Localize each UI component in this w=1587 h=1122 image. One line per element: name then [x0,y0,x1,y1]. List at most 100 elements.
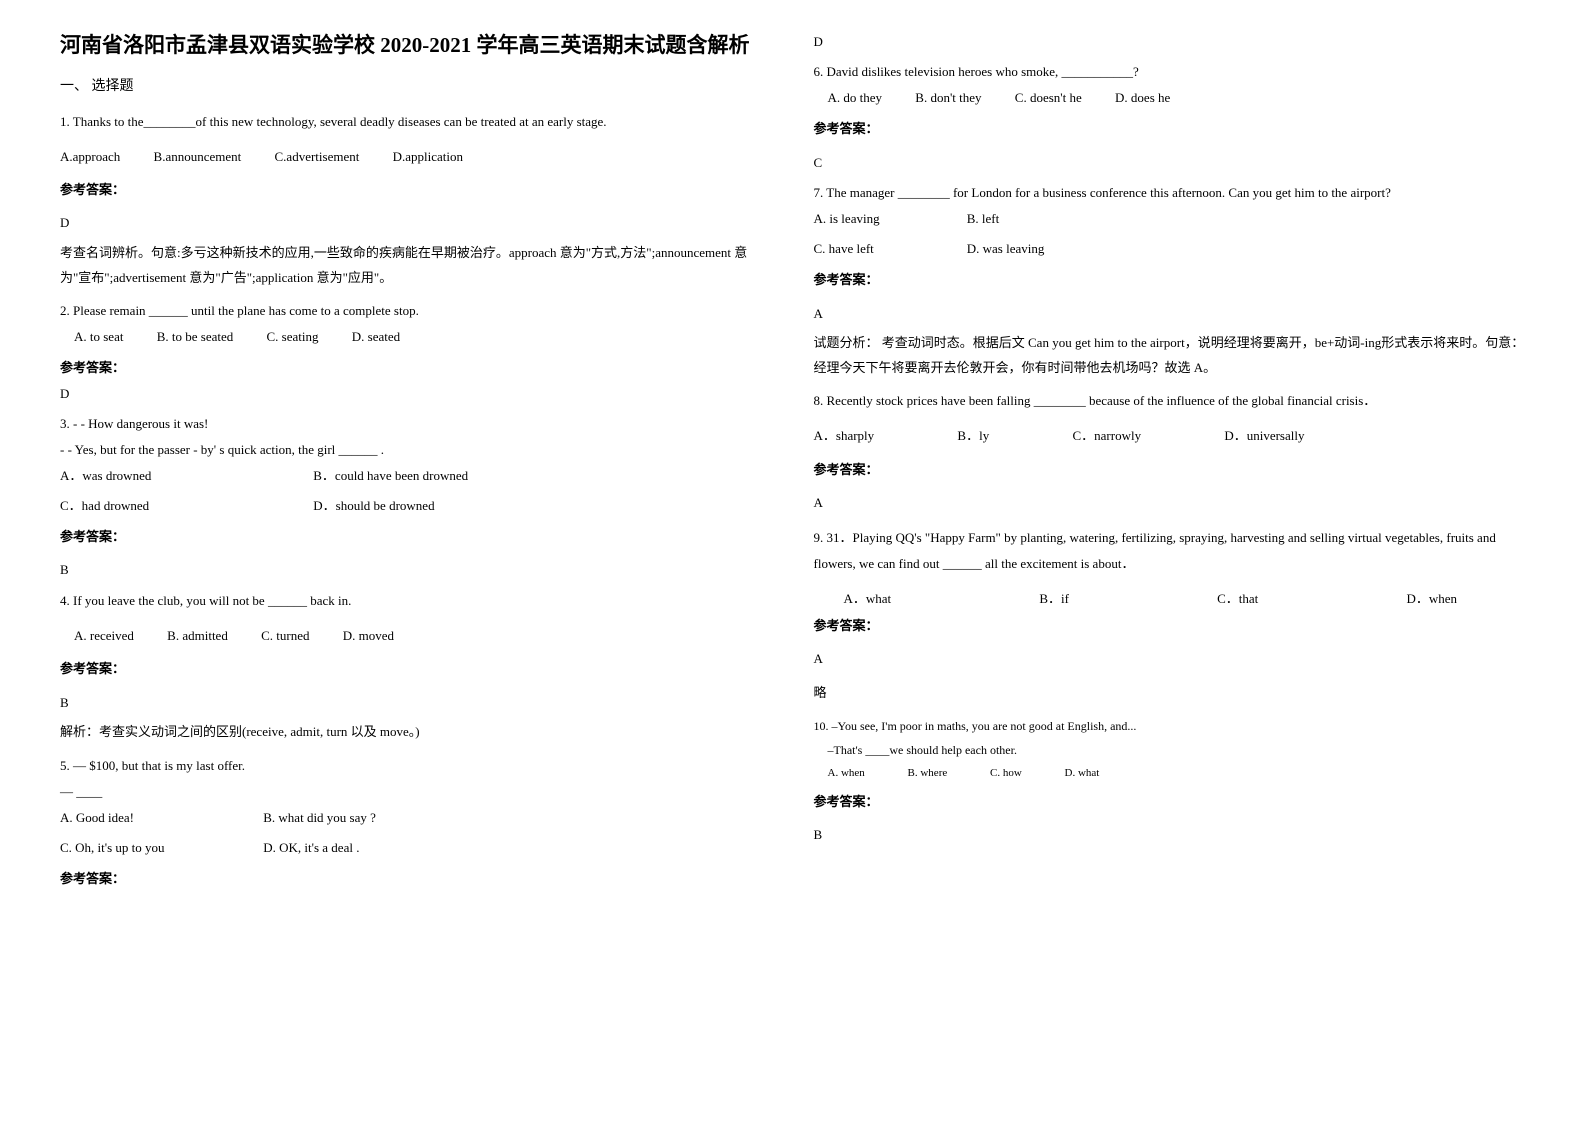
question-8-options: A．sharply B．ly C．narrowly D．universally [814,424,1528,447]
question-5-options-row2: C. Oh, it's up to you D. OK, it's a deal… [60,835,774,861]
option-c: C. have left [814,236,934,262]
explanation: 考查名词辨析。句意:多亏这种新技术的应用,一些致命的疾病能在早期被治疗。appr… [60,241,774,290]
right-column: D 6. David dislikes television heroes wh… [794,30,1548,1092]
option-c: C. seating [267,329,319,344]
answer: B [60,691,774,714]
answer: A [814,302,1528,325]
answer-label: 参考答案： [814,458,1528,481]
question-text: 1. Thanks to the________of this new tech… [60,109,774,135]
option-b: B．if [1039,587,1069,610]
question-text-line1: 10. –You see, I'm poor in maths, you are… [814,714,1528,738]
question-2-options: A. to seat B. to be seated C. seating D.… [74,324,774,350]
answer: C [814,151,1528,174]
question-text: 7. The manager ________ for London for a… [814,180,1528,206]
option-b: B. where [908,767,948,779]
question-10: 10. –You see, I'm poor in maths, you are… [814,714,1528,784]
question-9: 9. 31．Playing QQ's "Happy Farm" by plant… [814,525,1528,577]
question-6-options: A. do they B. don't they C. doesn't he D… [828,85,1528,111]
question-text-line2: — ____ [60,779,774,805]
question-7: 7. The manager ________ for London for a… [814,180,1528,262]
option-a: A. to seat [74,329,123,344]
answer: B [814,823,1528,846]
extra-note: 略 [814,681,1528,704]
question-text-line1: 3. - - How dangerous it was! [60,411,774,437]
question-1-options: A.approach B.announcement C.advertisemen… [60,145,774,168]
answer-label: 参考答案： [814,268,1528,291]
question-text: 6. David dislikes television heroes who … [814,59,1528,85]
answer-label: 参考答案： [60,525,774,548]
option-b: B．ly [957,428,989,443]
option-d: D. what [1065,767,1100,779]
option-c: C．narrowly [1072,428,1141,443]
question-text: 4. If you leave the club, you will not b… [60,588,774,614]
option-b: B．could have been drowned [313,468,468,483]
option-a: A. do they [828,90,883,105]
question-3-options-row1: A．was drowned B．could have been drowned [60,463,774,489]
question-text-line1: 5. — $100, but that is my last offer. [60,753,774,779]
answer-label: 参考答案： [60,657,774,680]
question-text-line2: –That's ____we should help each other. [828,738,1528,762]
question-1: 1. Thanks to the________of this new tech… [60,109,774,135]
option-c: C. Oh, it's up to you [60,835,230,861]
question-text-line2: - - Yes, but for the passer - by' s quic… [60,437,774,463]
answer: B [60,558,774,581]
option-b: B. left [967,211,1000,226]
answer: D [60,382,774,405]
option-a: A．sharply [814,428,875,443]
option-a: A. is leaving [814,206,934,232]
question-9-options: A．what B．if C．that D．when [814,587,1528,610]
option-b: B. to be seated [157,329,234,344]
option-b: B. what did you say ? [263,810,376,825]
question-6: 6. David dislikes television heroes who … [814,59,1528,111]
option-c: C.advertisement [275,149,360,164]
question-7-options-row1: A. is leaving B. left [814,206,1528,232]
option-d: D. was leaving [967,241,1045,256]
answer-label: 参考答案： [60,867,774,890]
option-a: A.approach [60,149,120,164]
left-column: 河南省洛阳市孟津县双语实验学校 2020-2021 学年高三英语期末试题含解析 … [40,30,794,1092]
question-text: 2. Please remain ______ until the plane … [60,298,774,324]
option-a: A. received [74,628,134,643]
question-8: 8. Recently stock prices have been falli… [814,388,1528,414]
question-2: 2. Please remain ______ until the plane … [60,298,774,350]
question-4: 4. If you leave the club, you will not b… [60,588,774,614]
option-a: A．what [844,587,892,610]
option-a: A．was drowned [60,463,280,489]
option-d: D. seated [352,329,400,344]
option-d: D. OK, it's a deal . [263,840,359,855]
question-text: 9. 31．Playing QQ's "Happy Farm" by plant… [814,525,1528,577]
question-4-options: A. received B. admitted C. turned D. mov… [74,624,774,647]
option-c: C. doesn't he [1015,90,1082,105]
option-d: D．should be drowned [313,498,434,513]
question-3: 3. - - How dangerous it was! - - Yes, bu… [60,411,774,519]
explanation: 试题分析： 考查动词时态。根据后文 Can you get him to the… [814,331,1528,380]
option-d: D.application [393,149,463,164]
answer-label: 参考答案： [60,178,774,201]
question-10-options: A. when B. where C. how D. what [828,762,1528,784]
explanation: 解析：考查实义动词之间的区别(receive, admit, turn 以及 m… [60,720,774,745]
answer: D [60,211,774,234]
option-c: C. how [990,767,1022,779]
answer-label: 参考答案： [814,790,1528,813]
document-title: 河南省洛阳市孟津县双语实验学校 2020-2021 学年高三英语期末试题含解析 [60,30,774,62]
answer-label: 参考答案： [814,117,1528,140]
question-text: 8. Recently stock prices have been falli… [814,388,1528,414]
option-a: A. when [828,767,865,779]
option-b: B. admitted [167,628,228,643]
answer-label: 参考答案： [60,356,774,379]
answer-q5: D [814,30,1528,53]
question-5: 5. — $100, but that is my last offer. — … [60,753,774,861]
answer-label: 参考答案： [814,614,1528,637]
option-c: C．that [1217,587,1258,610]
option-b: B.announcement [154,149,242,164]
option-d: D. does he [1115,90,1170,105]
question-7-options-row2: C. have left D. was leaving [814,236,1528,262]
option-c: C．had drowned [60,493,280,519]
answer: A [814,491,1528,514]
option-d: D. moved [343,628,394,643]
section-heading: 一、 选择题 [60,74,774,99]
option-d: D．when [1406,587,1457,610]
answer: A [814,647,1528,670]
option-c: C. turned [261,628,309,643]
option-d: D．universally [1224,428,1304,443]
